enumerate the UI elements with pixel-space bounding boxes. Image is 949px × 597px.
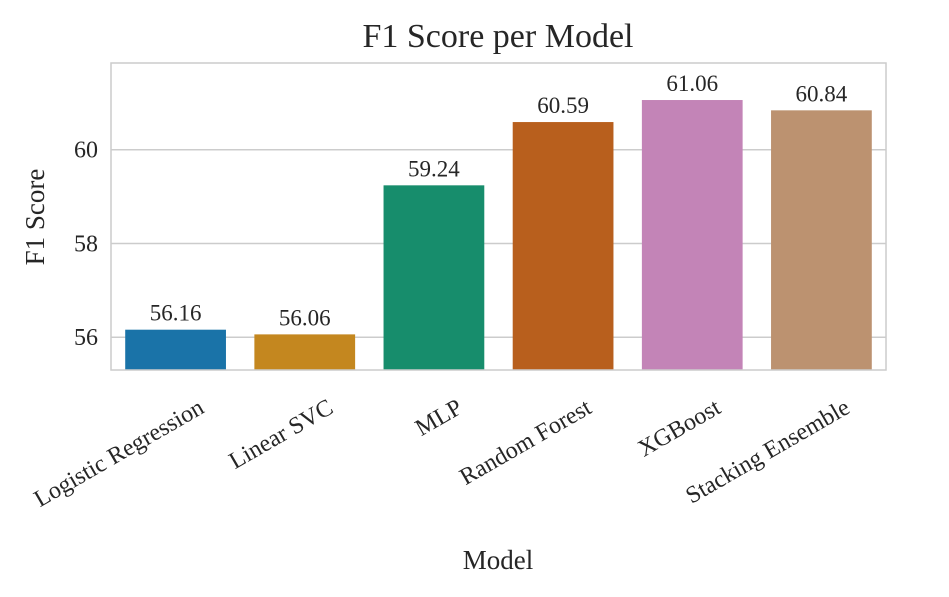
bar (641, 100, 743, 371)
bar-value-label: 56.16 (150, 301, 202, 326)
bar-value-label: 56.06 (279, 305, 331, 330)
bar-value-label: 60.84 (796, 81, 848, 106)
y-axis-label: F1 Score (20, 169, 50, 266)
bar-value-label: 59.24 (408, 156, 460, 181)
y-tick-labels: 56 58 60 (74, 138, 98, 351)
bar (254, 334, 356, 370)
grid (111, 148, 886, 338)
bars (125, 100, 872, 371)
bar (771, 110, 872, 370)
value-labels: 56.16 56.06 59.24 60.59 61.06 60.84 (150, 71, 848, 330)
y-tick-label: 58 (74, 231, 98, 257)
plot-frame (110, 62, 887, 371)
chart-title: F1 Score per Model (362, 18, 633, 55)
bar (512, 122, 614, 370)
bar-value-label: 61.06 (666, 71, 718, 96)
y-tick-label: 60 (74, 138, 98, 164)
y-tick-label: 56 (74, 325, 98, 351)
bar-value-label: 60.59 (537, 93, 589, 118)
bar (125, 329, 226, 370)
x-axis-label: Model (463, 545, 534, 575)
bar (383, 185, 485, 370)
